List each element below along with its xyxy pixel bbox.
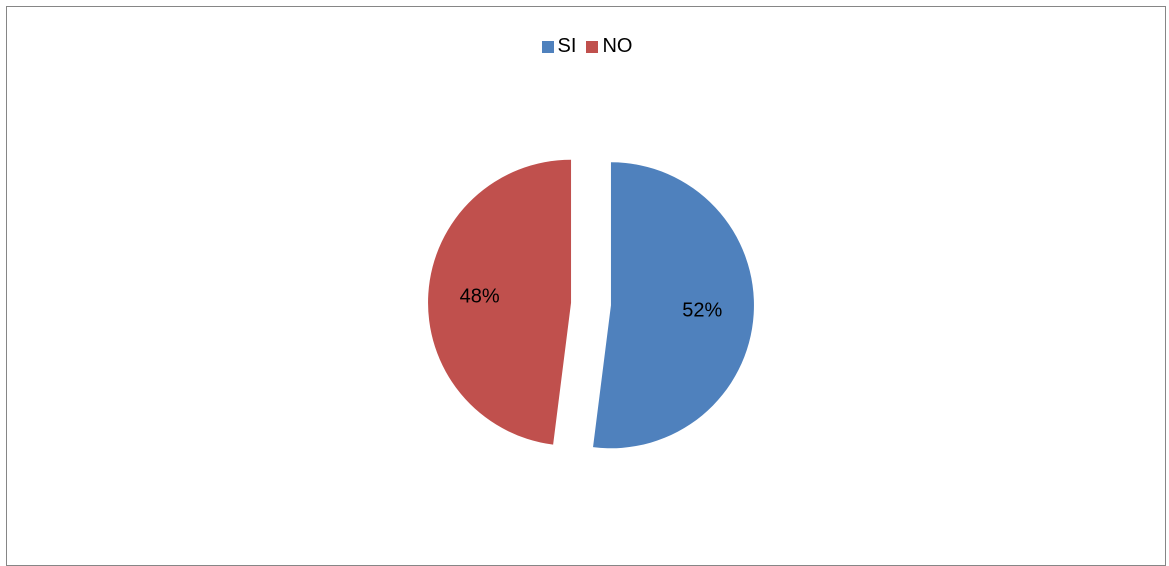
data-label-no: 48% [460, 285, 500, 307]
pie-labels: 52% 48% [460, 285, 723, 321]
pie-chart: 52% 48% [428, 159, 754, 449]
legend-item-no: NO [586, 35, 632, 58]
legend-swatch-si [541, 40, 554, 53]
pie-slices [428, 159, 754, 449]
pie-slice-si [593, 162, 754, 449]
legend-label-si: SI [557, 35, 577, 57]
legend-item-si: SI [541, 35, 577, 58]
chart-frame: SI NO [6, 6, 1166, 566]
legend-swatch-no [586, 40, 599, 53]
data-label-si: 52% [682, 299, 722, 321]
pie-slice-no [428, 159, 572, 445]
legend: SI NO [7, 35, 1167, 58]
legend-label-no: NO [602, 35, 633, 57]
